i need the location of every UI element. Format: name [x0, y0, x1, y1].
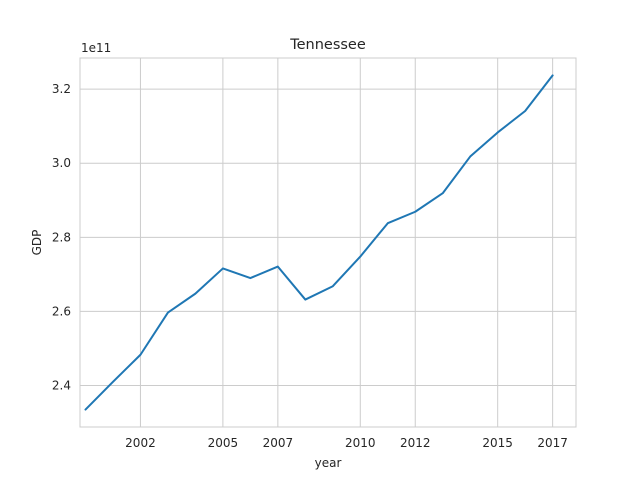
x-tick-labels: 2002 2005 2007 2010 2012 2015 2017: [125, 436, 568, 450]
x-axis-label: year: [315, 456, 342, 470]
chart-title: Tennessee: [289, 37, 366, 53]
series-layer: [84, 74, 554, 411]
y-tick-label: 3.0: [52, 156, 71, 170]
y-tick-labels: 2.4 2.6 2.8 3.0 3.2: [52, 82, 71, 392]
gdp-series-line: [84, 74, 554, 411]
y-tick-label: 2.4: [52, 379, 71, 393]
y-tick-label: 2.6: [52, 304, 71, 318]
x-tick-label: 2010: [345, 436, 376, 450]
grid: [80, 58, 576, 427]
y-offset-label: 1e11: [81, 41, 111, 55]
plot-border: [79, 57, 577, 428]
plot-frame: [79, 57, 577, 428]
x-tick-label: 2012: [400, 436, 431, 450]
y-tick-label: 3.2: [52, 82, 71, 96]
y-tick-label: 2.8: [52, 230, 71, 244]
x-tick-label: 2002: [125, 436, 156, 450]
x-tick-label: 2005: [208, 436, 239, 450]
x-tick-label: 2015: [482, 436, 513, 450]
x-tick-label: 2017: [537, 436, 568, 450]
x-tick-label: 2007: [263, 436, 294, 450]
plot-area: [80, 58, 576, 427]
y-axis-label: GDP: [30, 230, 44, 256]
